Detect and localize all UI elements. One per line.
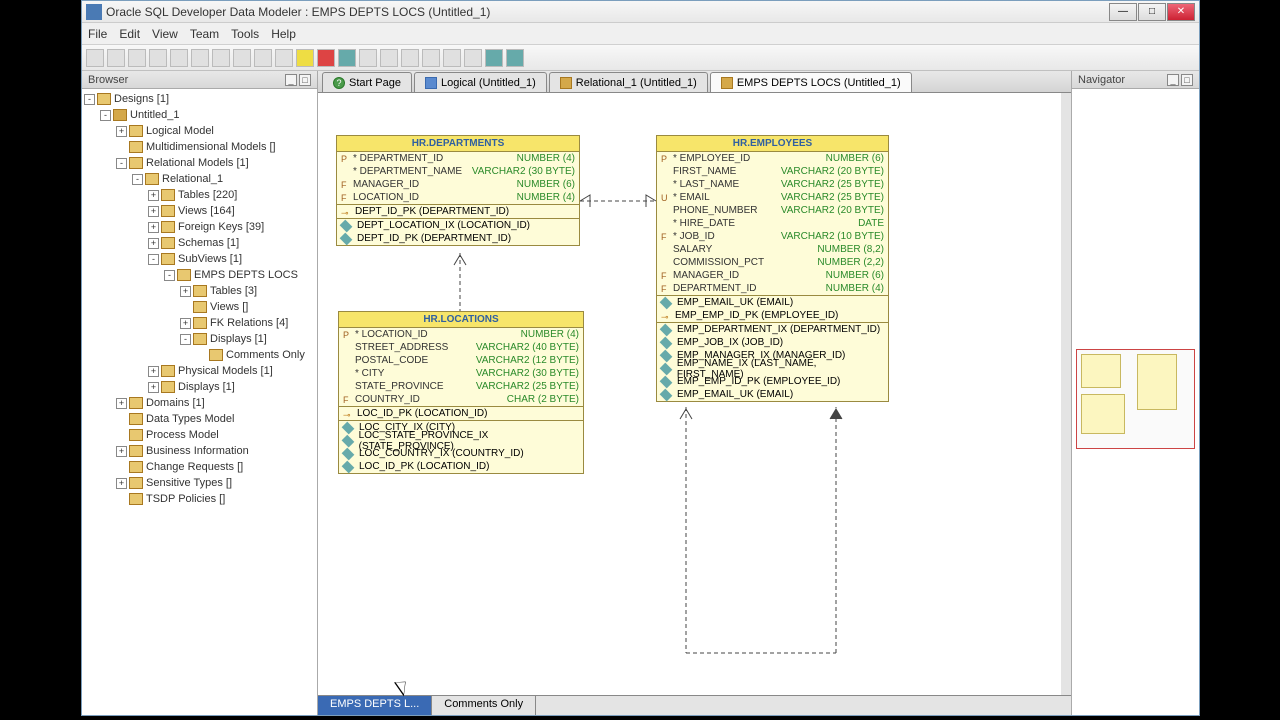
- tool-nav-back[interactable]: [338, 49, 356, 67]
- tool-a[interactable]: [212, 49, 230, 67]
- tree-node[interactable]: +Physical Models [1]: [84, 363, 315, 379]
- tree-node[interactable]: -Relational_1: [84, 171, 315, 187]
- tool-f[interactable]: [443, 49, 461, 67]
- tool-d[interactable]: [275, 49, 293, 67]
- app-icon: [86, 4, 102, 20]
- tool-grid[interactable]: [107, 49, 125, 67]
- tree-node[interactable]: Process Model: [84, 427, 315, 443]
- tree-node[interactable]: +Views [164]: [84, 203, 315, 219]
- tree-node[interactable]: +Logical Model: [84, 123, 315, 139]
- tree-node[interactable]: +Sensitive Types []: [84, 475, 315, 491]
- tree-node[interactable]: +Schemas [1]: [84, 235, 315, 251]
- tool-pointer[interactable]: [86, 49, 104, 67]
- editor-tab[interactable]: Logical (Untitled_1): [414, 72, 547, 92]
- app-window: Oracle SQL Developer Data Modeler : EMPS…: [81, 0, 1200, 716]
- editor-tab[interactable]: Relational_1 (Untitled_1): [549, 72, 708, 92]
- tree-node[interactable]: Multidimensional Models []: [84, 139, 315, 155]
- diagram-canvas[interactable]: HR.DEPARTMENTSP* DEPARTMENT_IDNUMBER (4)…: [318, 93, 1071, 695]
- tool-fwd[interactable]: [506, 49, 524, 67]
- editor-tab[interactable]: EMPS DEPTS LOCS (Untitled_1): [710, 72, 912, 92]
- tree-node[interactable]: -Displays [1]: [84, 331, 315, 347]
- tree-node[interactable]: +Business Information: [84, 443, 315, 459]
- tree-node[interactable]: TSDP Policies []: [84, 491, 315, 507]
- bottom-tabs: EMPS DEPTS L...Comments Only: [318, 695, 1071, 715]
- tree-node[interactable]: +Domains [1]: [84, 395, 315, 411]
- tree-node[interactable]: +Tables [3]: [84, 283, 315, 299]
- tree-node[interactable]: +Tables [220]: [84, 187, 315, 203]
- menu-edit[interactable]: Edit: [119, 27, 140, 41]
- window-title: Oracle SQL Developer Data Modeler : EMPS…: [106, 5, 1109, 19]
- titlebar: Oracle SQL Developer Data Modeler : EMPS…: [82, 1, 1199, 23]
- browser-max-icon[interactable]: □: [299, 74, 311, 86]
- tree-node[interactable]: +Foreign Keys [39]: [84, 219, 315, 235]
- tree-node[interactable]: +FK Relations [4]: [84, 315, 315, 331]
- menubar: File Edit View Team Tools Help: [82, 23, 1199, 45]
- tool-zoom-in[interactable]: [359, 49, 377, 67]
- tool-b[interactable]: [233, 49, 251, 67]
- toolbar: [82, 45, 1199, 71]
- navigator-header: Navigator _□: [1072, 71, 1199, 89]
- tool-g[interactable]: [464, 49, 482, 67]
- tool-redo[interactable]: [191, 49, 209, 67]
- close-button[interactable]: ✕: [1167, 3, 1195, 21]
- editor-tabs: ?Start PageLogical (Untitled_1)Relationa…: [318, 71, 1071, 93]
- tree-node[interactable]: Data Types Model: [84, 411, 315, 427]
- entity-table[interactable]: HR.EMPLOYEESP* EMPLOYEE_IDNUMBER (6) FIR…: [656, 135, 889, 402]
- minimize-button[interactable]: —: [1109, 3, 1137, 21]
- tree-node[interactable]: Comments Only: [84, 347, 315, 363]
- maximize-button[interactable]: □: [1138, 3, 1166, 21]
- tool-fit[interactable]: [401, 49, 419, 67]
- navigator-title: Navigator: [1078, 74, 1125, 86]
- menu-team[interactable]: Team: [190, 27, 219, 41]
- navigator-minimap[interactable]: [1076, 349, 1195, 449]
- tool-save[interactable]: [128, 49, 146, 67]
- browser-header: Browser _□: [82, 71, 317, 89]
- browser-min-icon[interactable]: _: [285, 74, 297, 86]
- tree-node[interactable]: -EMPS DEPTS LOCS: [84, 267, 315, 283]
- browser-tree[interactable]: -Designs [1]-Untitled_1+Logical ModelMul…: [82, 89, 317, 715]
- tool-undo[interactable]: [170, 49, 188, 67]
- bottom-tab[interactable]: EMPS DEPTS L...: [318, 696, 432, 715]
- nav-max-icon[interactable]: □: [1181, 74, 1193, 86]
- editor-area: ?Start PageLogical (Untitled_1)Relationa…: [318, 71, 1071, 715]
- tool-back[interactable]: [485, 49, 503, 67]
- entity-table[interactable]: HR.LOCATIONSP* LOCATION_IDNUMBER (4) STR…: [338, 311, 584, 474]
- tool-c[interactable]: [254, 49, 272, 67]
- tree-node[interactable]: +Displays [1]: [84, 379, 315, 395]
- tool-e[interactable]: [422, 49, 440, 67]
- tool-zoom-out[interactable]: [380, 49, 398, 67]
- nav-min-icon[interactable]: _: [1167, 74, 1179, 86]
- tree-node[interactable]: -SubViews [1]: [84, 251, 315, 267]
- tree-node[interactable]: -Relational Models [1]: [84, 155, 315, 171]
- tree-node[interactable]: -Designs [1]: [84, 91, 315, 107]
- menu-view[interactable]: View: [152, 27, 178, 41]
- browser-title: Browser: [88, 74, 128, 86]
- editor-tab[interactable]: ?Start Page: [322, 72, 412, 92]
- tree-node[interactable]: Change Requests []: [84, 459, 315, 475]
- tree-node[interactable]: Views []: [84, 299, 315, 315]
- navigator-panel: Navigator _□: [1071, 71, 1199, 715]
- tool-delete[interactable]: [317, 49, 335, 67]
- tree-node[interactable]: -Untitled_1: [84, 107, 315, 123]
- menu-help[interactable]: Help: [271, 27, 296, 41]
- menu-tools[interactable]: Tools: [231, 27, 259, 41]
- browser-panel: Browser _□ -Designs [1]-Untitled_1+Logic…: [82, 71, 318, 715]
- tool-note[interactable]: [296, 49, 314, 67]
- entity-table[interactable]: HR.DEPARTMENTSP* DEPARTMENT_IDNUMBER (4)…: [336, 135, 580, 246]
- bottom-tab[interactable]: Comments Only: [432, 696, 536, 715]
- menu-file[interactable]: File: [88, 27, 107, 41]
- tool-open[interactable]: [149, 49, 167, 67]
